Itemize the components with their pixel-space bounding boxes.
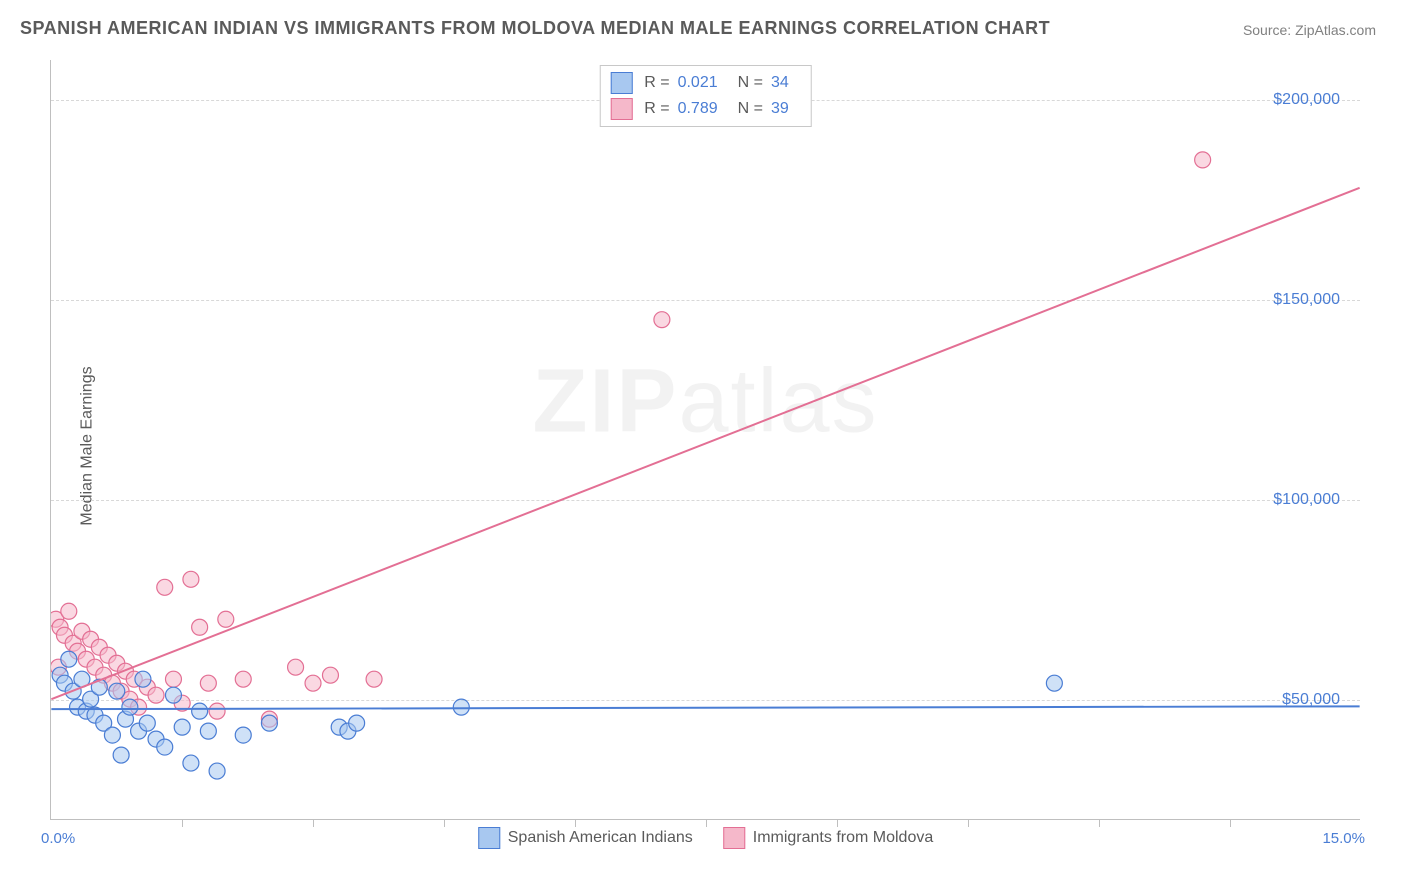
series-legend: Spanish American Indians Immigrants from… xyxy=(478,827,934,849)
data-point xyxy=(453,699,469,715)
chart-container: SPANISH AMERICAN INDIAN VS IMMIGRANTS FR… xyxy=(0,0,1406,892)
plot-area: ZIPatlas R = 0.021 N = 34 R = 0.789 N = … xyxy=(50,60,1360,820)
series-label: Immigrants from Moldova xyxy=(753,829,934,847)
x-tick xyxy=(182,819,183,827)
data-point xyxy=(61,651,77,667)
data-point xyxy=(1046,675,1062,691)
data-point xyxy=(366,671,382,687)
square-icon xyxy=(723,827,745,849)
n-value: 34 xyxy=(771,74,789,92)
legend-row: R = 0.021 N = 34 xyxy=(610,70,801,96)
data-point xyxy=(305,675,321,691)
scatter-svg xyxy=(51,60,1360,819)
r-value: 0.021 xyxy=(678,74,718,92)
x-tick xyxy=(837,819,838,827)
legend-item: Immigrants from Moldova xyxy=(723,827,934,849)
x-tick xyxy=(968,819,969,827)
data-point xyxy=(61,603,77,619)
data-point xyxy=(192,703,208,719)
x-axis-max-label: 15.0% xyxy=(1322,830,1365,847)
x-tick xyxy=(1230,819,1231,827)
data-point xyxy=(654,312,670,328)
data-point xyxy=(183,755,199,771)
square-icon xyxy=(610,98,632,120)
data-point xyxy=(113,747,129,763)
x-tick xyxy=(313,819,314,827)
data-point xyxy=(135,671,151,687)
data-point xyxy=(322,667,338,683)
r-label: R = xyxy=(644,74,669,92)
data-point xyxy=(139,715,155,731)
data-point xyxy=(288,659,304,675)
data-point xyxy=(157,739,173,755)
x-tick xyxy=(706,819,707,827)
series-label: Spanish American Indians xyxy=(508,829,693,847)
square-icon xyxy=(478,827,500,849)
data-point xyxy=(261,715,277,731)
data-point xyxy=(183,571,199,587)
data-point xyxy=(200,675,216,691)
n-label: N = xyxy=(738,74,763,92)
legend-row: R = 0.789 N = 39 xyxy=(610,96,801,122)
r-value: 0.789 xyxy=(678,100,718,118)
x-tick xyxy=(1099,819,1100,827)
data-point xyxy=(104,727,120,743)
r-label: R = xyxy=(644,100,669,118)
legend-item: Spanish American Indians xyxy=(478,827,693,849)
data-point xyxy=(349,715,365,731)
data-point xyxy=(165,687,181,703)
data-point xyxy=(165,671,181,687)
square-icon xyxy=(610,72,632,94)
x-tick xyxy=(575,819,576,827)
trend-line xyxy=(51,706,1359,709)
data-point xyxy=(235,671,251,687)
data-point xyxy=(200,723,216,739)
n-value: 39 xyxy=(771,100,789,118)
data-point xyxy=(174,719,190,735)
data-point xyxy=(122,699,138,715)
data-point xyxy=(218,611,234,627)
data-point xyxy=(157,579,173,595)
data-point xyxy=(192,619,208,635)
data-point xyxy=(235,727,251,743)
n-label: N = xyxy=(738,100,763,118)
trend-line xyxy=(51,188,1359,699)
data-point xyxy=(148,687,164,703)
data-point xyxy=(209,703,225,719)
x-tick xyxy=(444,819,445,827)
correlation-legend: R = 0.021 N = 34 R = 0.789 N = 39 xyxy=(599,65,812,127)
x-axis-min-label: 0.0% xyxy=(41,830,75,847)
chart-title: SPANISH AMERICAN INDIAN VS IMMIGRANTS FR… xyxy=(20,18,1050,39)
data-point xyxy=(109,683,125,699)
source-label: Source: ZipAtlas.com xyxy=(1243,22,1376,38)
data-point xyxy=(1195,152,1211,168)
data-point xyxy=(209,763,225,779)
